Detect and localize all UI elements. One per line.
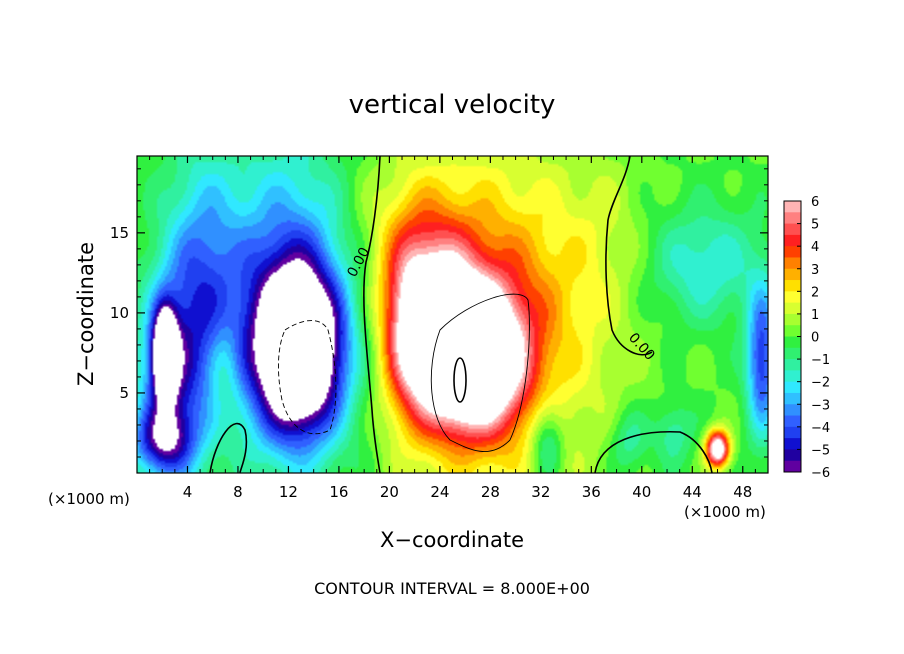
colorbar-label: −2	[811, 376, 830, 391]
colorbar-segment	[784, 257, 801, 270]
colorbar-segment	[784, 291, 801, 304]
x-unit-right: (×1000 m)	[684, 503, 766, 521]
colorbar-segment	[784, 404, 801, 417]
x-tick-label: 20	[380, 483, 399, 501]
y-tick-label: 15	[110, 224, 129, 242]
colorbar-segment	[784, 234, 801, 247]
colorbar-segment	[784, 426, 801, 439]
zero-contour-line-low	[594, 430, 713, 473]
colorbar-segment	[784, 449, 801, 462]
zero-contour-pocket	[209, 422, 248, 473]
colorbar-label: 5	[811, 218, 819, 233]
zero-contour-line-left	[363, 156, 381, 473]
colorbar-label: −1	[811, 353, 830, 368]
colorbar-segment	[784, 201, 801, 213]
plot-area: 0.00 0.00	[136, 155, 769, 474]
x-axis: 4 8 12 16 20 24 28 32 36 40 44 48	[149, 156, 756, 501]
x-tick-label: 16	[329, 483, 348, 501]
colorbar-segment	[784, 212, 801, 225]
colorbar-segment	[784, 460, 801, 473]
y-axis-label: Z−coordinate	[74, 242, 98, 386]
colorbar-segment	[784, 246, 801, 258]
chart-title: vertical velocity	[349, 90, 556, 120]
colorbar-label: −5	[811, 443, 830, 458]
colorbar-label: −6	[811, 466, 830, 481]
x-tick-label: 44	[683, 483, 702, 501]
zero-contour	[209, 156, 713, 473]
y-tick-label: 5	[119, 384, 129, 402]
x-tick-label: 36	[582, 483, 601, 501]
colorbar-segment	[784, 313, 801, 326]
colorbar-label: 6	[811, 195, 819, 210]
core-contour	[453, 357, 467, 403]
x-tick-label: 8	[233, 483, 243, 501]
colorbar-segment	[784, 359, 801, 371]
colorbar-label: 2	[811, 285, 819, 300]
colorbar-label: −3	[811, 398, 830, 413]
colorbar-segment	[784, 347, 801, 360]
colorbar-segment	[784, 280, 801, 292]
x-tick-label: 4	[183, 483, 193, 501]
x-tick-label: 48	[733, 483, 752, 501]
colorbar-label: 1	[811, 308, 819, 323]
y-axis: 5 10 15	[110, 168, 768, 458]
colorbar-segment	[784, 223, 801, 236]
x-unit-left: (×1000 m)	[48, 490, 130, 508]
y-tick-label: 10	[110, 304, 129, 322]
colorbar-segment	[784, 268, 801, 281]
colorbar: 6 5 4 3 2 1 0 −1 −2 −3 −4 −5 −6	[783, 195, 830, 481]
colorbar-segment	[784, 325, 801, 337]
updraft-inner-contour	[430, 293, 530, 452]
colorbar-segment	[784, 392, 801, 405]
colorbar-segment	[784, 381, 801, 394]
colorbar-segment	[784, 336, 801, 349]
colorbar-label: 4	[811, 240, 819, 255]
x-axis-label: X−coordinate	[380, 528, 524, 552]
x-tick-label: 40	[632, 483, 651, 501]
x-tick-label: 24	[430, 483, 449, 501]
velocity-field	[137, 156, 768, 473]
x-tick-label: 12	[279, 483, 298, 501]
colorbar-segment	[784, 415, 801, 428]
colorbar-label: −4	[811, 421, 830, 436]
colorbar-label: 0	[811, 331, 819, 346]
zero-contour-line-right	[605, 156, 653, 356]
x-tick-label: 32	[531, 483, 550, 501]
colorbar-segment	[784, 438, 801, 450]
colorbar-segment	[784, 302, 801, 315]
x-tick-label: 28	[481, 483, 500, 501]
colorbar-label: 3	[811, 263, 819, 278]
colorbar-segment	[784, 370, 801, 383]
contour-interval-footer: CONTOUR INTERVAL = 8.000E+00	[314, 579, 590, 598]
